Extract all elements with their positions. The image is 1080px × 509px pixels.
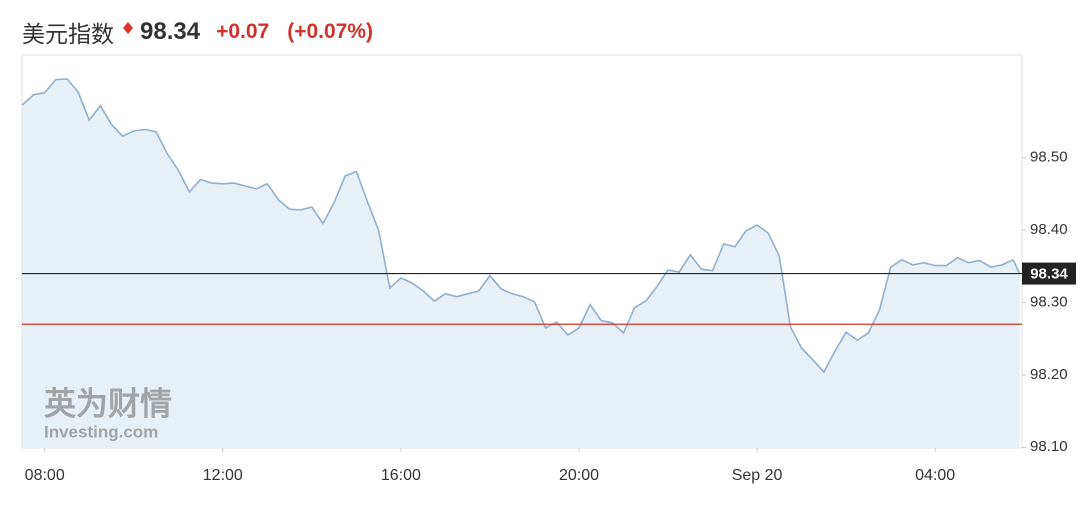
title: 美元指数 xyxy=(22,21,114,47)
up-icon xyxy=(123,22,133,34)
change-pct: (+0.07%) xyxy=(287,20,373,43)
y-tick-label: 98.50 xyxy=(1030,149,1068,166)
watermark-brand: 英为财情 xyxy=(44,385,172,421)
last-price-box xyxy=(1022,262,1076,285)
y-tick-label: 98.10 xyxy=(1030,438,1068,455)
watermark-site: Investing.com xyxy=(44,422,158,441)
y-tick-label: 98.40 xyxy=(1030,221,1068,238)
header: 美元指数 98.34 +0.07 (+0.07%) xyxy=(22,14,373,50)
x-tick-label: 20:00 xyxy=(559,467,599,484)
last-price-label: 98.34 xyxy=(1030,266,1068,283)
area-fill xyxy=(22,78,1020,449)
up-diamond xyxy=(123,22,133,34)
x-tick-label: 12:00 xyxy=(203,467,243,484)
x-tick-label: 04:00 xyxy=(915,467,955,484)
x-tick-label: 16:00 xyxy=(381,467,421,484)
change: +0.07 xyxy=(216,20,270,43)
price-line xyxy=(21,78,1021,374)
y-tick-label: 98.30 xyxy=(1030,293,1068,310)
y-tick-label: 98.20 xyxy=(1030,366,1068,383)
plot xyxy=(21,78,1022,449)
x-tick-label: 08:00 xyxy=(25,467,65,484)
last-price: 98.34 xyxy=(140,18,201,45)
x-tick-label: Sep 20 xyxy=(732,467,783,484)
